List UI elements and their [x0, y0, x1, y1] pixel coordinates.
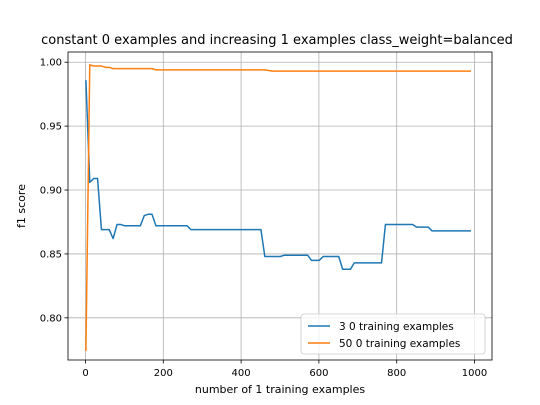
series-line-1 — [85, 80, 471, 271]
legend-label-series-2: 50 0 training examples — [339, 338, 460, 350]
y-tick-label: 0.80 — [40, 313, 62, 324]
y-tick-label: 0.85 — [40, 249, 62, 260]
x-tick-label: 600 — [309, 368, 328, 379]
chart-title: constant 0 examples and increasing 1 exa… — [41, 33, 513, 48]
plot-frame — [67, 51, 493, 361]
series-line-2 — [85, 64, 471, 352]
y-tick-label: 0.90 — [40, 186, 62, 197]
legend-label-series-1: 3 0 training examples — [339, 321, 454, 333]
y-tick-label: 1.00 — [40, 58, 62, 69]
grid — [68, 52, 492, 360]
x-tick-label: 1000 — [462, 368, 487, 379]
y-tick-label: 0.95 — [40, 122, 62, 133]
legend-box — [300, 313, 486, 355]
x-axis-ticks: 0 200 400 600 800 1000 — [82, 360, 487, 379]
x-tick-label: 200 — [154, 368, 173, 379]
x-tick-label: 0 — [82, 368, 88, 379]
x-axis-label: number of 1 training examples — [195, 383, 365, 396]
legend: 3 0 training examples 50 0 training exam… — [300, 313, 486, 355]
y-axis-ticks: 0.80 0.85 0.90 0.95 1.00 — [40, 58, 68, 324]
series-lines — [85, 64, 471, 352]
x-tick-label: 400 — [232, 368, 251, 379]
y-axis-label: f1 score — [15, 184, 28, 228]
x-tick-label: 800 — [387, 368, 406, 379]
